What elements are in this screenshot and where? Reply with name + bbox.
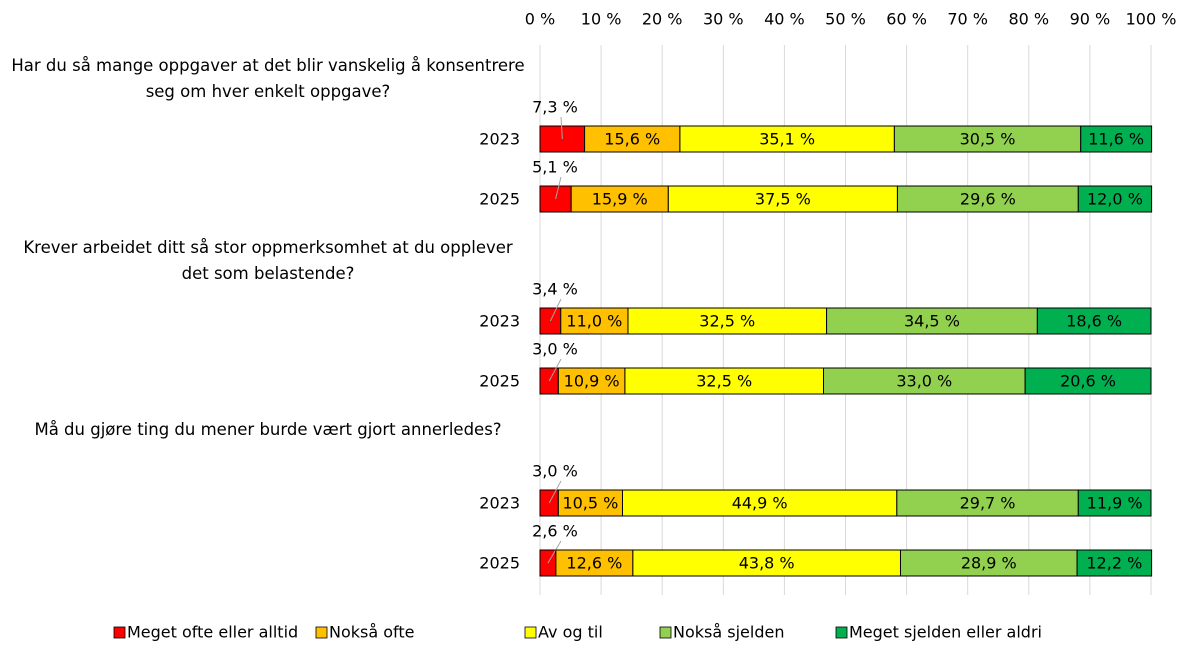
x-tick-label: 70 %: [947, 10, 988, 29]
value-label: 30,5 %: [960, 130, 1016, 149]
value-label: 15,9 %: [592, 190, 648, 209]
legend-swatch: [113, 626, 126, 639]
value-label: 7,3 %: [532, 98, 578, 117]
leader-line: [547, 540, 562, 564]
x-tick-label: 100 %: [1126, 10, 1177, 29]
value-label: 15,6 %: [604, 130, 660, 149]
leader-line: [548, 358, 562, 382]
value-label: 44,9 %: [732, 494, 788, 513]
leader-line: [555, 176, 562, 200]
value-label: 37,5 %: [755, 190, 811, 209]
y-tick-label: 2023: [479, 130, 520, 149]
bar-segment: [1036, 307, 1152, 335]
value-label: 35,1 %: [759, 130, 815, 149]
value-label: 29,7 %: [960, 494, 1016, 513]
bar-segment: [899, 549, 1078, 577]
legend-swatch: [315, 626, 328, 639]
legend-label: Nokså sjelden: [673, 623, 784, 642]
x-tick-label: 80 %: [1008, 10, 1049, 29]
value-label: 5,1 %: [532, 158, 578, 177]
legend-swatch: [835, 626, 848, 639]
value-label: 11,9 %: [1087, 494, 1143, 513]
x-tick-label: 0 %: [525, 10, 555, 29]
value-label: 11,0 %: [566, 312, 622, 331]
value-label: 10,5 %: [562, 494, 618, 513]
value-label: 20,6 %: [1060, 372, 1116, 391]
value-label: 28,9 %: [961, 554, 1017, 573]
bar-segment: [624, 367, 825, 395]
bar-segment: [896, 185, 1079, 213]
value-label: 18,6 %: [1066, 312, 1122, 331]
x-tick-label: 50 %: [825, 10, 866, 29]
question-label: Har du så mange oppgaver at det blir van…: [11, 56, 525, 101]
x-tick-label: 20 %: [642, 10, 683, 29]
legend-swatch: [524, 626, 537, 639]
value-label: 11,6 %: [1088, 130, 1144, 149]
legend-label: Meget ofte eller alltid: [127, 623, 298, 642]
x-tick-label: 40 %: [764, 10, 805, 29]
value-label: 43,8 %: [739, 554, 795, 573]
legend-label: Av og til: [538, 623, 603, 642]
y-tick-label: 2025: [479, 554, 520, 573]
bar-segment: [1076, 549, 1153, 577]
bar-segment: [1024, 367, 1152, 395]
y-tick-label: 2023: [479, 312, 520, 331]
leader-line: [549, 298, 562, 322]
bar-segment: [826, 307, 1038, 335]
value-label: 32,5 %: [696, 372, 752, 391]
value-label: 12,2 %: [1086, 554, 1142, 573]
bar-segment: [667, 185, 898, 213]
value-label: 10,9 %: [564, 372, 620, 391]
value-label: 12,6 %: [566, 554, 622, 573]
value-label: 32,5 %: [699, 312, 755, 331]
value-label: 12,0 %: [1087, 190, 1143, 209]
value-label: 2,6 %: [532, 522, 578, 541]
bar-segment: [557, 367, 626, 395]
value-label: 34,5 %: [904, 312, 960, 331]
value-label: 29,6 %: [960, 190, 1016, 209]
bar-segment: [1077, 489, 1152, 517]
y-tick-label: 2023: [479, 494, 520, 513]
legend-label: Nokså ofte: [329, 623, 415, 642]
bar-segment: [570, 185, 669, 213]
question-label: Krever arbeidet ditt så stor oppmerksomh…: [23, 238, 513, 283]
leader-line: [548, 480, 562, 504]
leader-line: [560, 116, 563, 140]
x-tick-label: 10 %: [581, 10, 622, 29]
value-label: 3,0 %: [532, 462, 578, 481]
bar-segment: [560, 307, 629, 335]
x-tick-label: 30 %: [703, 10, 744, 29]
bar-segment: [627, 307, 828, 335]
bar-segment: [1077, 185, 1153, 213]
question-label: Må du gjøre ting du mener burde vært gjo…: [34, 420, 502, 439]
bar-segment: [823, 367, 1026, 395]
value-label: 3,4 %: [532, 280, 578, 299]
bar-segment: [584, 125, 681, 153]
value-label: 33,0 %: [896, 372, 952, 391]
bar-segment: [1080, 125, 1153, 153]
y-tick-label: 2025: [479, 190, 520, 209]
value-label: 3,0 %: [532, 340, 578, 359]
legend-label: Meget sjelden eller aldri: [849, 623, 1042, 642]
legend-swatch: [659, 626, 672, 639]
x-tick-label: 60 %: [886, 10, 927, 29]
bar-segment: [893, 125, 1082, 153]
x-tick-label: 90 %: [1070, 10, 1111, 29]
bar-segment: [539, 307, 562, 335]
y-tick-label: 2025: [479, 372, 520, 391]
